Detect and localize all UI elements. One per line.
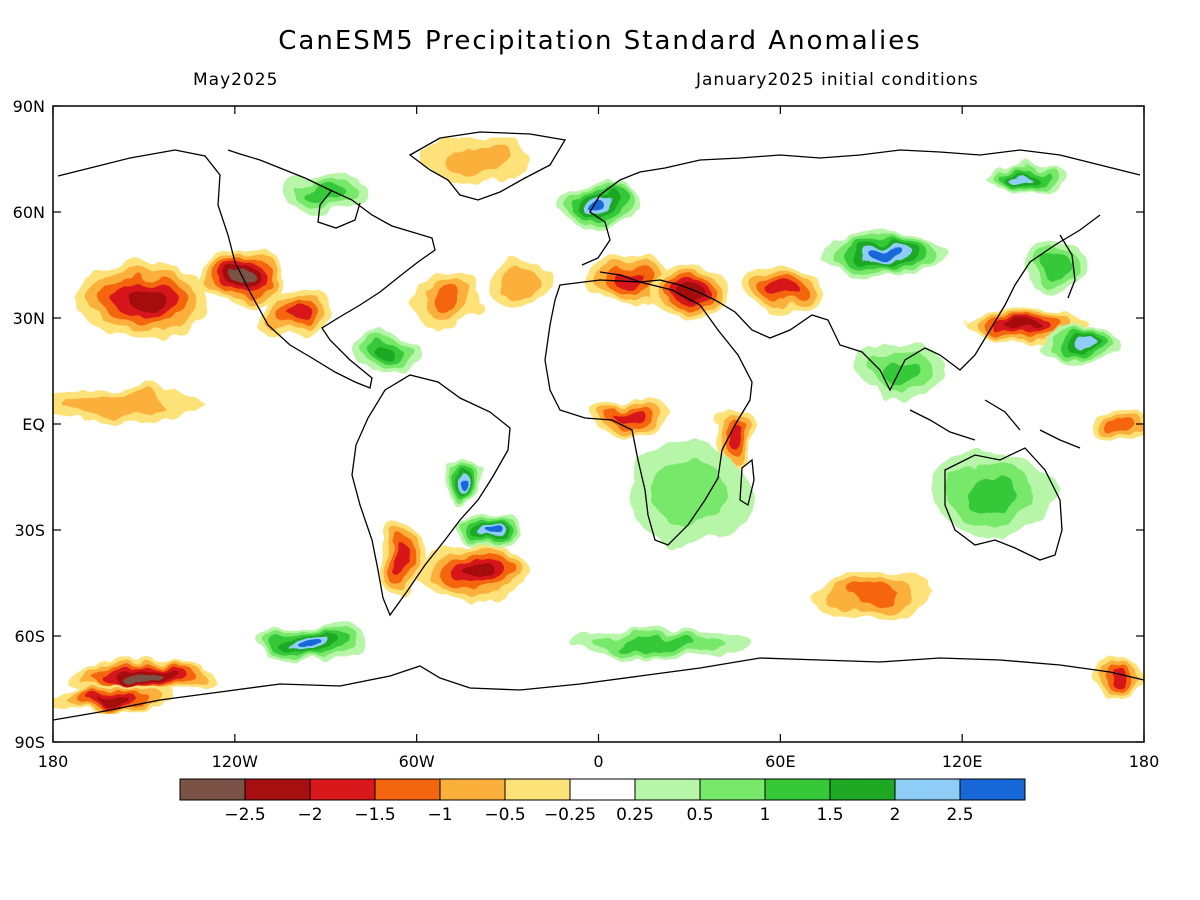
- coastline-africa: [544, 279, 753, 546]
- anomaly-region-20-band-2: [306, 184, 345, 204]
- coastline-australia: [944, 447, 1063, 561]
- anomaly-region-8-band-2: [430, 287, 464, 313]
- colorbar-label: 1: [760, 805, 771, 825]
- lon-label: 180: [1129, 752, 1160, 771]
- coastline-japan: [1059, 234, 1076, 299]
- colorbar-swatch: [699, 778, 766, 801]
- anomaly-region-25-band-5: [485, 525, 500, 535]
- coastline-south-america: [351, 374, 511, 617]
- anomaly-region-23-band-4: [1012, 172, 1034, 181]
- colorbar-label: 0.5: [686, 805, 713, 825]
- anomaly-region-15-band-4: [1005, 320, 1041, 331]
- latitude-labels: 90N 60N 30N EQ 30S 60S 90S: [13, 97, 45, 752]
- lon-label: 60E: [765, 752, 795, 771]
- anomaly-region-32-band-2: [618, 636, 700, 650]
- coastline-europe-asia: [581, 149, 1141, 392]
- coastline-madagascar: [739, 458, 755, 507]
- anomaly-region-13-band-3: [614, 410, 644, 424]
- lon-label: 120W: [212, 752, 259, 771]
- lat-label: 90N: [13, 97, 45, 116]
- colorbar-label: 1.5: [816, 805, 843, 825]
- anomaly-region-4-band-5: [125, 674, 163, 683]
- colorbar-label: −1: [427, 805, 452, 825]
- anomaly-region-26-band-5: [297, 637, 324, 649]
- colorbar-label: 2.5: [946, 805, 973, 825]
- anomaly-region-2-band-3: [282, 302, 309, 320]
- anomaly-region-3-band-1: [57, 395, 170, 418]
- anomaly-region-31-band-2: [881, 358, 922, 384]
- colorbar-label: 0.25: [616, 805, 654, 825]
- anomaly-region-28-band-1: [652, 462, 727, 528]
- colorbar-swatch: [179, 778, 246, 801]
- lon-label: 120E: [942, 752, 983, 771]
- anomaly-region-19-band-1: [443, 146, 511, 172]
- valid-month: May2025: [193, 70, 279, 90]
- anomaly-region-11-band-4: [679, 281, 700, 298]
- colorbar-swatch: [244, 778, 311, 801]
- colorbar-label: −1.5: [354, 805, 395, 825]
- lat-label: 90S: [14, 733, 45, 752]
- colorbar-swatch: [374, 778, 441, 801]
- colorbar-swatch: [634, 778, 701, 801]
- colorbar-swatch: [829, 778, 896, 801]
- anomaly-region-30-band-4: [1071, 341, 1096, 352]
- anomaly-region-17-band-2: [844, 584, 899, 603]
- lon-label: 60W: [399, 752, 435, 771]
- colorbar-label: −0.5: [484, 805, 525, 825]
- anomaly-region-7-band-3: [393, 545, 410, 571]
- coastlines: [53, 131, 1144, 721]
- anomaly-region-6-band-4: [461, 564, 493, 581]
- lat-label: 60S: [14, 627, 45, 646]
- colorbar-swatch: [764, 778, 831, 801]
- anomaly-region-33-band-2: [1036, 255, 1070, 275]
- anomaly-region-10-band-3: [614, 275, 644, 291]
- lat-label: EQ: [22, 415, 45, 434]
- anomaly-region-29-band-2: [965, 475, 1020, 514]
- anomaly-region-27-band-3: [375, 345, 397, 361]
- anomaly-region-21-band-5: [588, 199, 609, 211]
- coastline-maritime-se-asia: [909, 399, 1081, 449]
- anomaly-region-5-band-4: [96, 695, 131, 704]
- initial-conditions: January2025 initial conditions: [696, 70, 979, 90]
- colorbar-swatch: [439, 778, 506, 801]
- anomaly-region-1-band-5: [230, 268, 252, 283]
- anomaly-region-24-band-5: [457, 471, 467, 483]
- colorbar-swatch: [504, 778, 571, 801]
- anomaly-region-0-band-4: [124, 290, 163, 311]
- map-title: CanESM5 Precipitation Standard Anomalies: [278, 26, 922, 56]
- anomaly-region-16-band-2: [1106, 417, 1134, 431]
- coastline-greenland: [408, 131, 567, 201]
- anomaly-region-22-band-5: [871, 249, 902, 260]
- colorbar-label: 2: [890, 805, 901, 825]
- coastline-hudson-bay: [317, 189, 361, 229]
- anomaly-region-12-band-3: [765, 281, 796, 299]
- axis-ticks: [52, 105, 1145, 743]
- lon-label: 180: [38, 752, 69, 771]
- colorbar-label: −2: [297, 805, 322, 825]
- coastline-north-america: [57, 149, 436, 389]
- lon-label: 0: [593, 752, 603, 771]
- colorbar: −2.5 −2 −1.5 −1 −0.5 −0.25 0.25 0.5 1 1.5 2 2.5: [179, 778, 1026, 825]
- lat-label: 60N: [13, 203, 45, 222]
- colorbar-swatch: [959, 778, 1026, 801]
- anomaly-region-9-band-1: [504, 269, 542, 296]
- colorbar-label: −2.5: [224, 805, 265, 825]
- lat-label: 30S: [14, 521, 45, 540]
- coastline-antarctica: [53, 657, 1144, 721]
- colorbar-swatch: [894, 778, 961, 801]
- colorbar-swatch: [569, 778, 636, 801]
- longitude-labels: 180 120W 60W 0 60E 120E 180: [38, 752, 1160, 771]
- colorbar-swatch: [309, 778, 376, 801]
- colorbar-label: −0.25: [544, 805, 596, 825]
- anomaly-region-14-band-3: [728, 424, 742, 445]
- lat-label: 30N: [13, 309, 45, 328]
